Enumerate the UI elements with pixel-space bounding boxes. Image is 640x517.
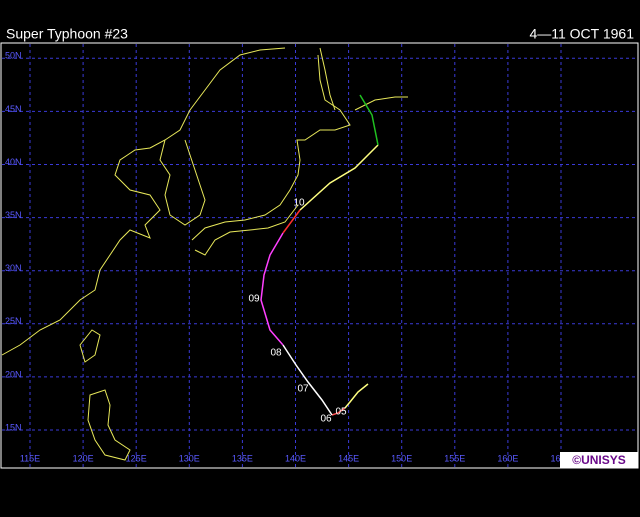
- coast-japan: [191, 54, 351, 256]
- track-segment: [282, 344, 333, 416]
- grid: 15N 20N 25N 30N 35N 40N 45N 50N 115E 120E 125E 130E…: [2, 44, 638, 467]
- typhoon-track: [260, 94, 379, 416]
- day-label: 09: [248, 294, 260, 305]
- title: Super Typhoon #23: [6, 26, 128, 42]
- coast-philippines: [87, 389, 131, 461]
- track-segment: [359, 94, 379, 146]
- lon-label: 130E: [179, 453, 200, 463]
- lat-label: 15N: [5, 422, 22, 432]
- lon-label: 125E: [126, 453, 147, 463]
- logo: ©UNISYS: [572, 453, 626, 467]
- lon-label: 160E: [497, 453, 518, 463]
- day-label: 10: [293, 198, 305, 209]
- lon-label: 145E: [338, 453, 359, 463]
- lat-label: 20N: [5, 369, 22, 379]
- lat-label: 40N: [5, 157, 22, 167]
- day-label: 08: [270, 348, 282, 359]
- lon-label: 155E: [444, 453, 465, 463]
- logo-box: [560, 452, 638, 468]
- track-segment: [344, 383, 369, 409]
- lat-label: 50N: [5, 51, 22, 61]
- coast-korea: [159, 139, 206, 226]
- coastlines: [1, 47, 408, 461]
- track-segment: [260, 232, 284, 346]
- track-segment: [299, 144, 379, 211]
- lat-label: 35N: [5, 210, 22, 220]
- date: 4—11 OCT 1961: [529, 26, 634, 42]
- lat-label: 25N: [5, 316, 22, 326]
- lon-label: 135E: [232, 453, 253, 463]
- coast-china: [1, 47, 286, 356]
- track-segment: [282, 209, 301, 234]
- map-frame: [0, 42, 639, 469]
- lat-label: 30N: [5, 263, 22, 273]
- track-segment: [331, 407, 346, 416]
- lon-label: 150E: [391, 453, 412, 463]
- lon-label: 140E: [285, 453, 306, 463]
- day-label: 07: [297, 384, 309, 395]
- lon-label: 115E: [20, 453, 40, 463]
- day-label: 05: [335, 407, 347, 418]
- lat-label: 45N: [5, 104, 22, 114]
- coast-sakhalin: [319, 47, 408, 111]
- lon-label: 120E: [73, 453, 94, 463]
- day-label: 06: [320, 414, 332, 425]
- coast-taiwan: [79, 329, 101, 363]
